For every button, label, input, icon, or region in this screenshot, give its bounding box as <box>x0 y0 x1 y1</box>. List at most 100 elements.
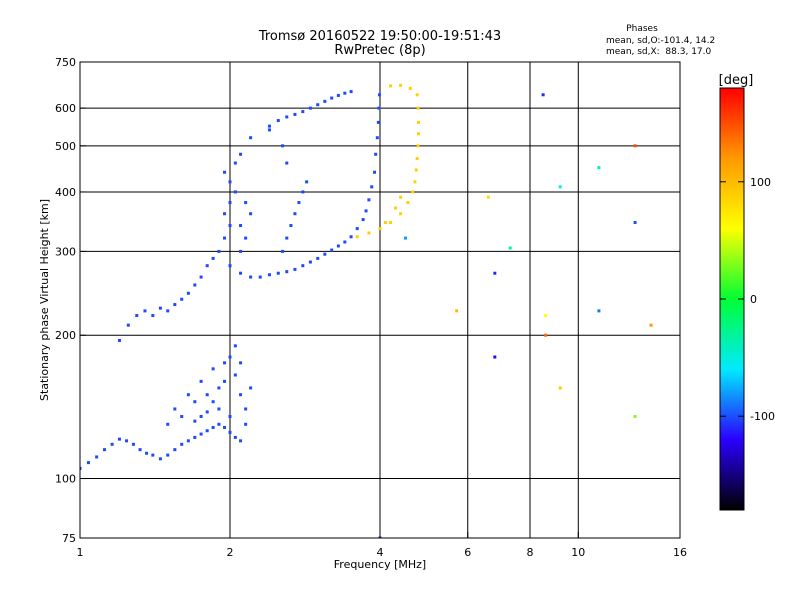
echo-point <box>186 393 190 397</box>
x-tick-label: 4 <box>377 546 384 559</box>
echo-point <box>633 144 637 148</box>
echo-point <box>415 93 419 97</box>
echo-point <box>180 414 184 418</box>
echo-point <box>125 439 129 443</box>
echo-point <box>389 221 393 225</box>
echo-point <box>597 166 601 170</box>
echo-point <box>276 271 280 275</box>
echo-point <box>558 386 562 390</box>
x-tick-label: 1 <box>77 546 84 559</box>
echo-point <box>199 275 203 279</box>
echo-point <box>103 448 107 452</box>
echo-point <box>180 442 184 446</box>
echo-point <box>145 451 149 455</box>
x-tick-label: 6 <box>464 546 471 559</box>
echo-point <box>223 212 227 216</box>
echo-point <box>135 314 139 318</box>
echo-point <box>305 180 309 184</box>
echo-point <box>244 422 248 426</box>
echo-point <box>411 190 415 194</box>
echo-point <box>373 170 377 174</box>
echo-point <box>285 161 289 165</box>
echo-point <box>228 430 232 434</box>
echo-point <box>330 96 334 100</box>
echo-point <box>508 246 512 250</box>
echo-point <box>143 309 147 313</box>
echo-point <box>117 338 121 342</box>
echo-point <box>244 236 248 240</box>
echo-point <box>285 236 289 240</box>
echo-point <box>389 84 393 88</box>
echo-point <box>233 344 237 348</box>
chart-subtitle: RwPretec (8p) <box>334 43 425 58</box>
colorbar-tick-label: 0 <box>750 293 757 306</box>
echo-point <box>233 161 237 165</box>
echo-point <box>377 106 381 110</box>
echo-point <box>173 303 177 307</box>
echo-point <box>258 275 262 279</box>
echo-point <box>558 185 562 189</box>
echo-point <box>199 379 203 383</box>
echo-point <box>301 110 305 114</box>
echo-point <box>239 271 243 275</box>
echo-point <box>173 407 177 411</box>
echo-point <box>493 271 497 275</box>
y-tick-label: 750 <box>55 56 76 69</box>
stats-line-x: mean, sd,X: 88.3, 17.0 <box>606 47 712 57</box>
echo-point <box>211 256 215 260</box>
y-axis-ticks: 75 100 200 300 400 500 600 750 <box>55 56 86 545</box>
echo-point <box>233 435 237 439</box>
echo-point <box>493 355 497 359</box>
echo-point <box>267 128 271 132</box>
echo-point <box>151 453 155 457</box>
echo-point <box>375 136 379 140</box>
echo-point <box>455 309 459 313</box>
echo-point <box>228 355 232 359</box>
echo-point <box>244 407 248 411</box>
y-tick-label: 500 <box>55 140 76 153</box>
echo-point <box>228 264 232 268</box>
echo-point <box>330 248 334 252</box>
x-axis-label: Frequency [MHz] <box>334 558 426 571</box>
echo-point <box>301 264 305 268</box>
echo-point <box>267 124 271 128</box>
echo-point <box>249 136 253 140</box>
x-tick-label: 2 <box>227 546 234 559</box>
echo-point <box>205 429 209 433</box>
stats-line-o: mean, sd,O:-101.4, 14.2 <box>606 36 715 46</box>
echo-point <box>293 267 297 271</box>
echo-point <box>223 379 227 383</box>
echo-point <box>151 314 155 318</box>
echo-point <box>239 224 243 228</box>
echo-point <box>406 201 410 205</box>
echo-point <box>597 309 601 313</box>
echo-point <box>285 270 289 274</box>
echo-point <box>158 457 162 461</box>
echo-point <box>186 291 190 295</box>
echo-point <box>285 115 289 119</box>
echo-point <box>244 201 248 205</box>
echo-point <box>239 249 243 253</box>
echo-point <box>374 152 378 156</box>
echo-point <box>349 235 353 239</box>
echo-point <box>205 264 209 268</box>
echo-point <box>131 442 135 446</box>
echo-point <box>343 240 347 244</box>
echo-point <box>86 461 90 465</box>
echo-point <box>239 393 243 397</box>
echo-point <box>377 93 381 97</box>
echo-point <box>193 435 197 439</box>
echo-point <box>110 442 114 446</box>
echo-point <box>336 93 340 97</box>
echo-point <box>199 432 203 436</box>
echo-point <box>323 252 327 256</box>
echo-point <box>199 414 203 418</box>
echo-point <box>633 414 637 418</box>
echo-point <box>95 455 99 459</box>
echo-point <box>361 218 365 222</box>
echo-point <box>158 306 162 310</box>
echo-point <box>193 283 197 287</box>
echo-point <box>249 212 253 216</box>
echo-point <box>281 144 285 148</box>
